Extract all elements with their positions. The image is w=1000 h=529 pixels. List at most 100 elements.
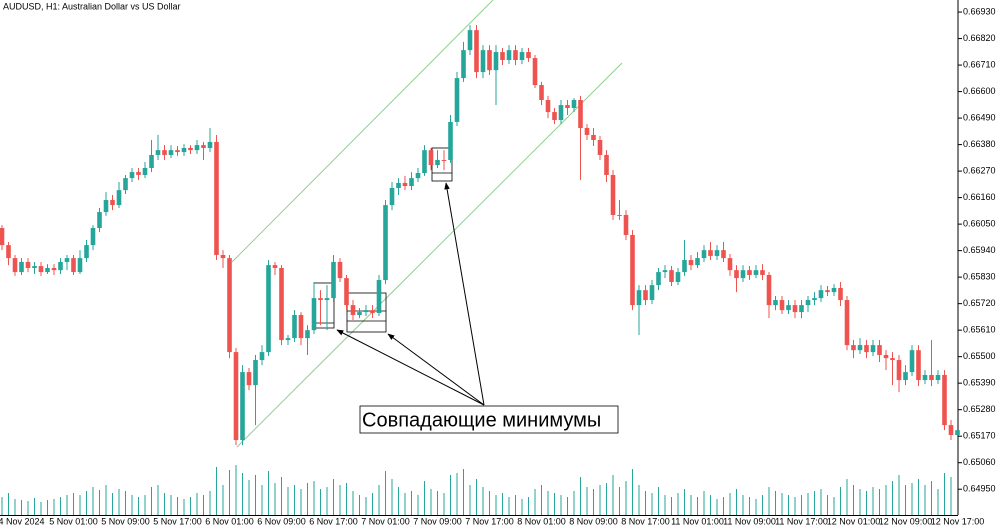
y-tick-label: 0.64950 (963, 484, 996, 494)
candle-body (695, 258, 700, 266)
y-tick-label: 0.66600 (963, 86, 996, 96)
candle-body (194, 145, 200, 151)
x-tick-label: 8 Nov 09:00 (569, 516, 618, 526)
candle-body (487, 50, 492, 71)
x-tick-label: 6 Nov 01:00 (205, 516, 254, 526)
x-tick-label: 8 Nov 01:00 (517, 516, 566, 526)
box (346, 292, 387, 333)
plot (0, 25, 960, 515)
candle-body (909, 350, 915, 373)
candle-body (110, 200, 115, 206)
candle-body (266, 265, 271, 353)
candle-body (506, 50, 512, 61)
candle-body (227, 258, 232, 353)
candle-body (409, 178, 414, 187)
candle-body (175, 150, 180, 153)
candle-body (545, 100, 551, 113)
candle-body (857, 345, 863, 351)
candle-body (19, 261, 24, 273)
candle-body (838, 287, 843, 301)
candle-body (461, 50, 466, 79)
candle-body (864, 345, 869, 353)
candle-body (708, 250, 713, 256)
candle-body (786, 305, 791, 311)
candle-body (675, 272, 681, 282)
x-tick-label: 5 Nov 09:00 (101, 516, 150, 526)
x-tick-label: 5 Nov 17:00 (153, 516, 202, 526)
y-tick-label: 0.65060 (963, 457, 996, 467)
annotation: Совпадающие минимумы (362, 409, 601, 431)
y-tick-label: 0.65720 (963, 298, 996, 308)
candle-body (948, 425, 954, 435)
candle-body (207, 141, 213, 148)
candle-body (240, 372, 245, 441)
candle-body (428, 150, 434, 166)
candle-body (623, 214, 629, 235)
candle-body (883, 354, 889, 359)
candle-body (103, 200, 109, 213)
candle-body (331, 261, 336, 299)
candle-body (929, 374, 934, 381)
candle-body (526, 52, 531, 59)
candle-body (435, 160, 440, 166)
candle-body (142, 167, 148, 175)
candle-body (656, 272, 661, 286)
candle-body (734, 270, 739, 279)
candle-body (825, 290, 830, 293)
candle-body (688, 260, 694, 266)
candle-body (558, 105, 564, 121)
candle-body (636, 290, 642, 306)
y-tick-label: 0.66050 (963, 218, 996, 228)
candle-body (279, 267, 284, 341)
candle-body (721, 250, 726, 259)
candle-body (123, 178, 128, 191)
candle-body (519, 52, 525, 61)
annotation-box (359, 405, 619, 434)
candle-body (162, 150, 167, 155)
candle-body (181, 147, 187, 153)
x-tick-label: 7 Nov 09:00 (413, 516, 462, 526)
x-tick-label: 5 Nov 01:00 (49, 516, 98, 526)
candle-body (903, 372, 908, 381)
y-tick-label: 0.65170 (963, 431, 996, 441)
candle-body (753, 270, 759, 275)
candle-body (357, 312, 362, 315)
candle-body (766, 274, 772, 306)
arrow (336, 329, 485, 406)
x-tick-label: 7 Nov 01:00 (361, 516, 410, 526)
candle-body (129, 172, 135, 179)
candle-body (422, 150, 427, 174)
x-tick-label: 12 Nov 17:00 (931, 516, 985, 526)
candle-body (513, 50, 518, 61)
candle-body (539, 85, 544, 101)
candle-body (64, 258, 70, 262)
candle-body (12, 258, 18, 273)
candle-body (669, 270, 674, 282)
candle-body (155, 150, 161, 155)
x-tick-label: 11 Nov 01:00 (671, 516, 724, 526)
x-tick-label: 12 Nov 01:00 (827, 516, 881, 526)
y-tick-label: 0.66930 (963, 6, 996, 16)
candle-body (799, 305, 804, 313)
candle-body (818, 290, 824, 299)
candle-body (844, 300, 850, 346)
x-tick-label: 12 Nov 09:00 (879, 516, 933, 526)
candle-body (337, 261, 343, 279)
y-tick-label: 0.65940 (963, 245, 996, 255)
candle-body (350, 305, 356, 315)
candle-body (188, 147, 193, 151)
y-tick-label: 0.65280 (963, 404, 996, 414)
candle-body (682, 260, 687, 273)
candle-body (383, 205, 388, 281)
candle-body (396, 182, 401, 188)
candle-body (935, 374, 941, 381)
candle-body (259, 352, 265, 361)
candle-body (870, 345, 876, 353)
candle-body (402, 182, 408, 187)
candle-body (305, 330, 310, 339)
candle-body (220, 254, 226, 259)
candle-body (474, 30, 479, 73)
candle-body (448, 121, 453, 161)
